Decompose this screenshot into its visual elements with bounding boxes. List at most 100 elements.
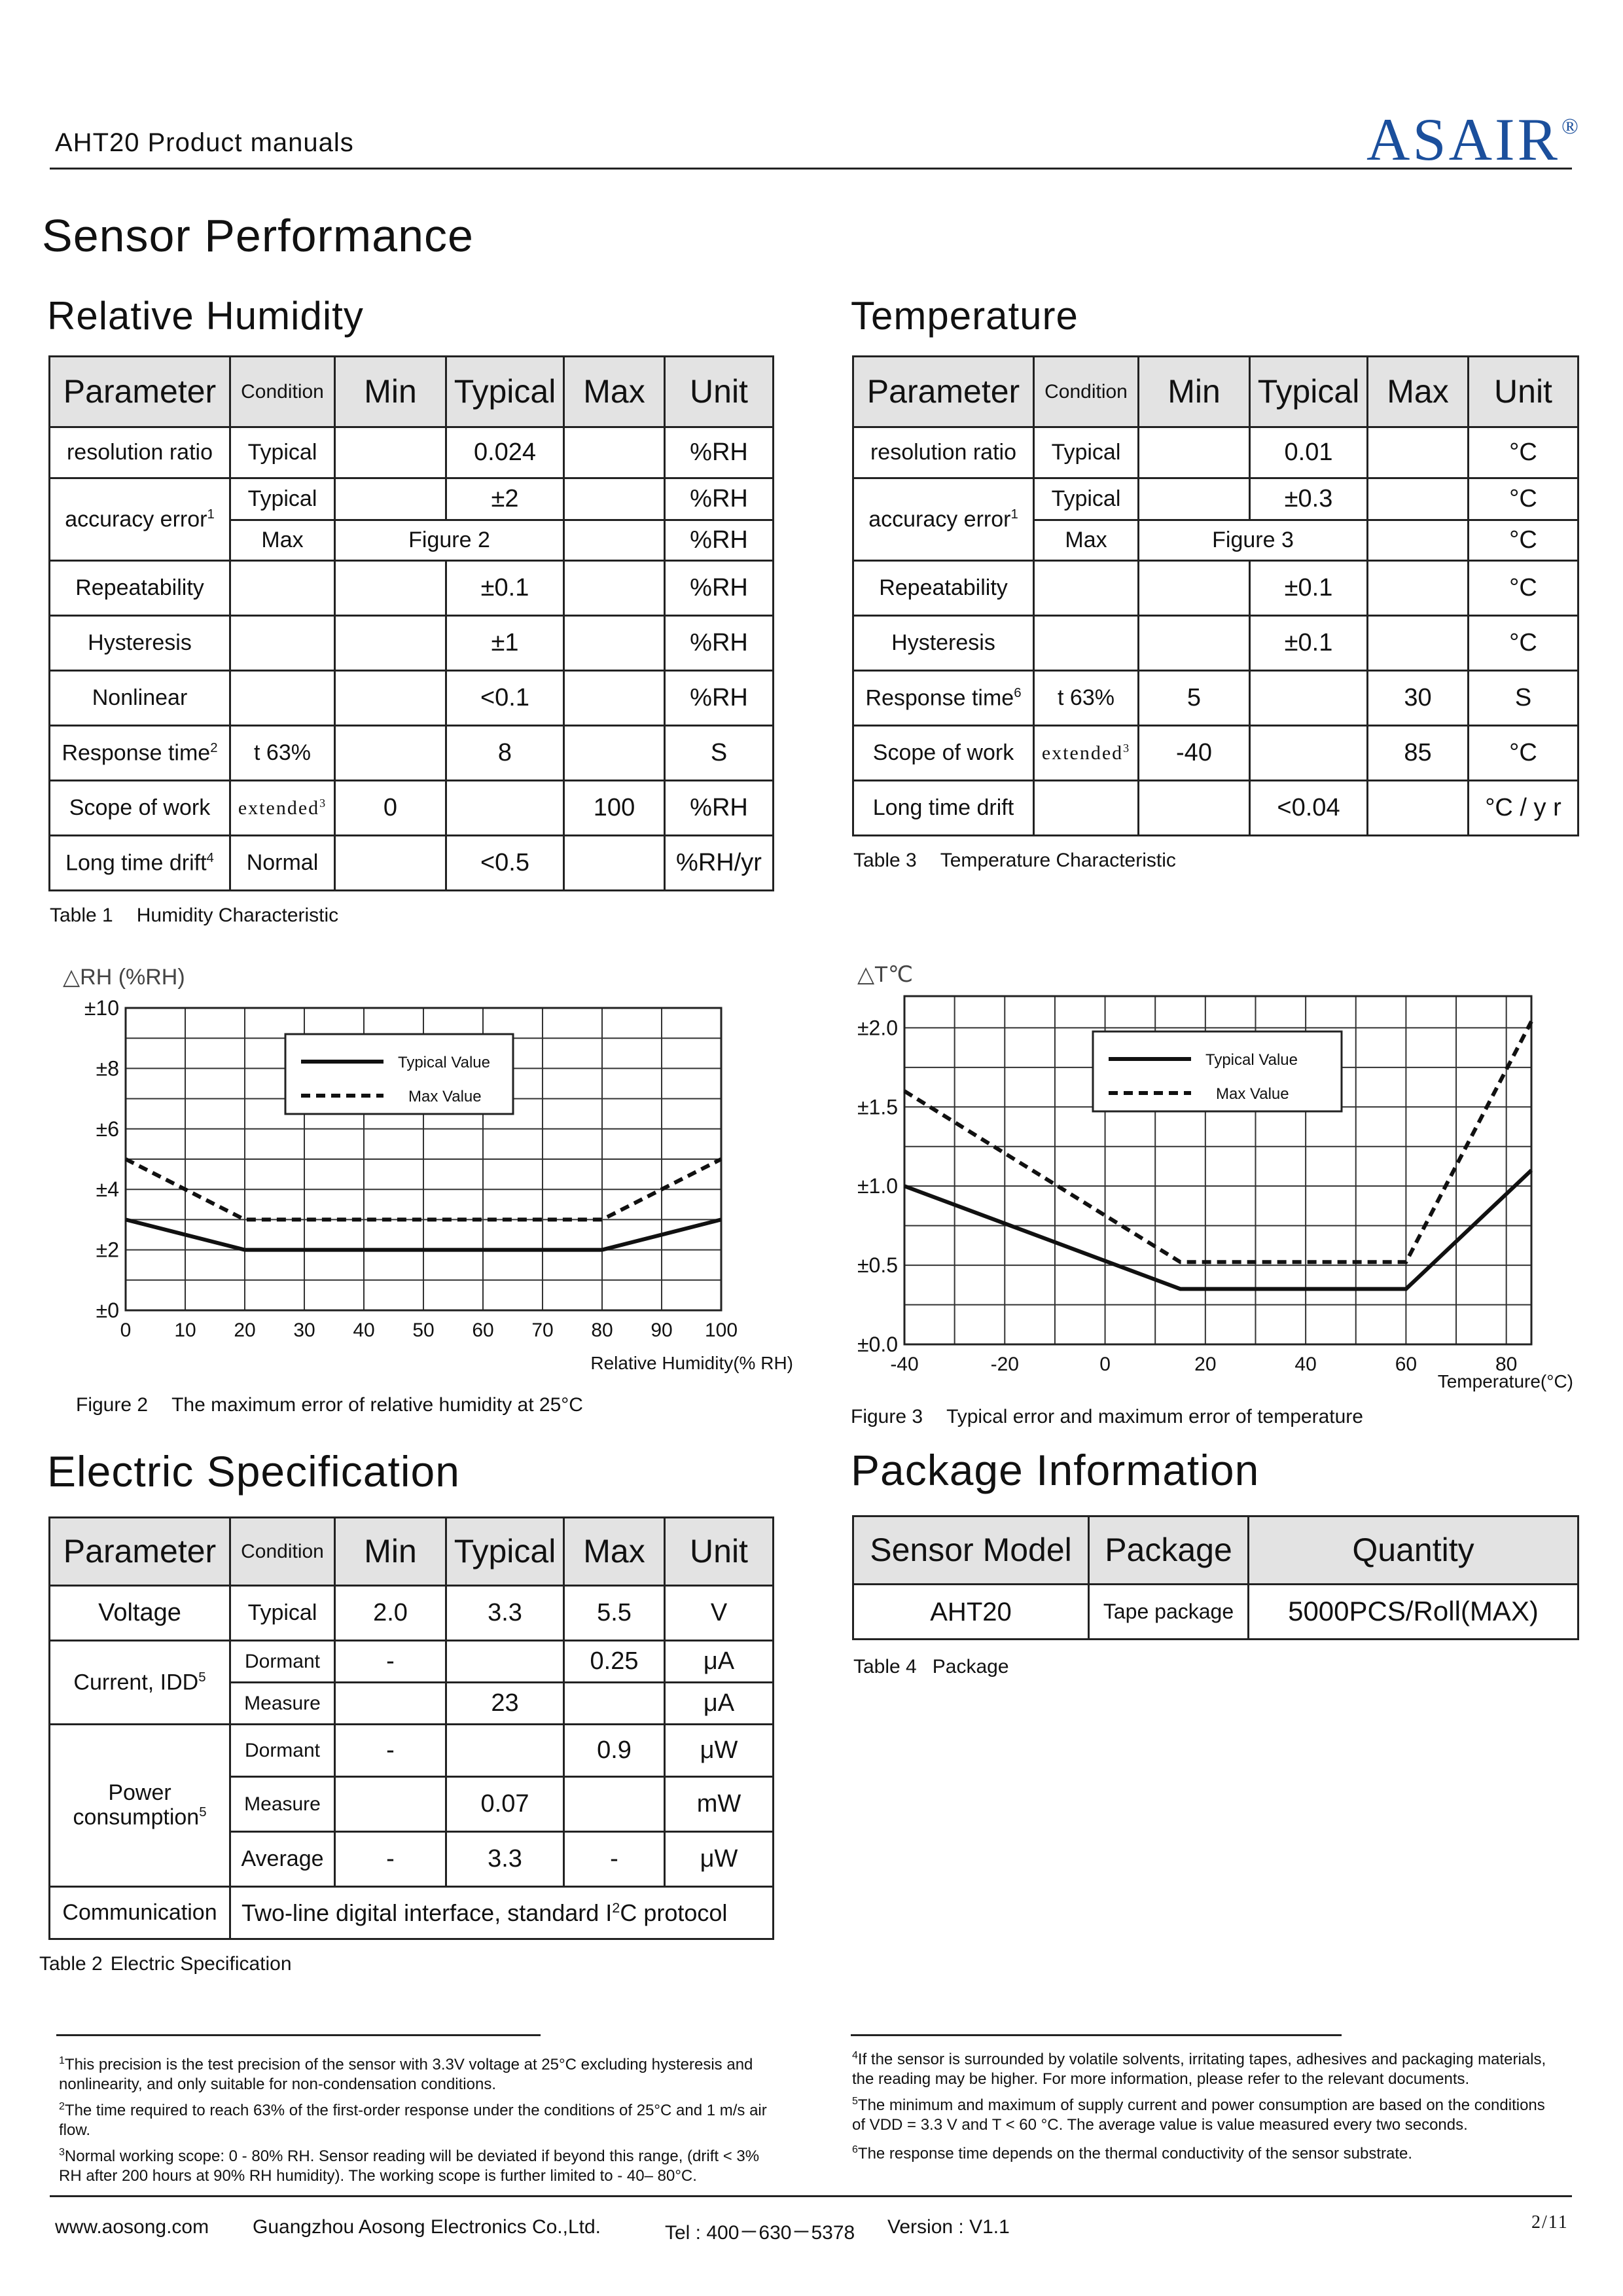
table-row: accuracy error1 Typical ±2 %RH (48, 477, 774, 562)
table-row: Hysteresis ±0.1 °C (852, 615, 1579, 672)
col-sensor-model: Sensor Model (852, 1515, 1090, 1585)
package-table: Sensor Model Package Quantity AHT20 Tape… (852, 1515, 1579, 1640)
y-tick-label: ±1.0 (857, 1174, 898, 1198)
y-tick-label: ±0.0 (857, 1333, 898, 1356)
table-row: Measure 23 μA (50, 1681, 774, 1725)
temperature-heading: Temperature (851, 294, 1079, 338)
chart-title: △RH (%RH) (63, 965, 185, 990)
footer-company: Guangzhou Aosong Electronics Co.,Ltd. (253, 2216, 601, 2238)
table-row: Long time drift <0.04 °C / y r (852, 780, 1579, 836)
temperature-table: Parameter Condition Min Typical Max Unit… (852, 355, 1579, 836)
figure-2-caption: Figure 2 The maximum error of relative hu… (76, 1394, 583, 1416)
table-row: AHT20 Tape package 5000PCS/Roll(MAX) (852, 1583, 1579, 1640)
col-condition: Condition (229, 355, 336, 428)
series-line-typical-value (125, 1217, 722, 1252)
series-line-max-value (903, 1020, 1533, 1265)
series-line-typical-value (903, 1168, 1533, 1291)
y-tick-label: ±6 (96, 1117, 119, 1141)
footer-version: Version : V1.1 (887, 2216, 1010, 2238)
y-tick-label: ±2.0 (857, 1016, 898, 1039)
table-3-caption: Table 3 Temperature Characteristic (853, 850, 1176, 871)
electric-heading: Electric Specification (47, 1447, 460, 1496)
electric-table: Parameter Condition Min Typical Max Unit… (48, 1516, 774, 1940)
footer-website: www.aosong.com (55, 2216, 209, 2238)
col-parameter: Parameter (48, 355, 231, 428)
x-tick-label: -40 (890, 1354, 918, 1375)
x-tick-label: 0 (1099, 1354, 1111, 1375)
col-quantity: Quantity (1247, 1515, 1579, 1585)
col-condition: Condition (229, 1516, 336, 1587)
x-tick-label: 80 (591, 1319, 613, 1341)
col-max: Max (1366, 355, 1469, 428)
x-tick-label: 30 (293, 1319, 315, 1341)
table-row: Max Figure 2 %RH (50, 519, 774, 562)
y-tick-label: ±4 (96, 1177, 119, 1201)
x-tick-label: 40 (1294, 1354, 1316, 1375)
table-row: Max Figure 3 °C (853, 519, 1579, 562)
footnote-rule (56, 2034, 541, 2036)
footnotes-right: 4If the sensor is surrounded by volatile… (852, 2050, 1546, 2162)
x-axis-label: Temperature(°C) (1438, 1371, 1573, 1391)
table-row: Communication Two-line digital interface… (48, 1886, 774, 1940)
x-tick-label: 60 (472, 1319, 493, 1341)
x-tick-label: 40 (353, 1319, 374, 1341)
table-row: Measure 0.07 mW (50, 1776, 774, 1833)
humidity-error-chart: △RH (%RH) 0 10 20 30 40 50 60 70 80 90 100 ±0 ±2 ±4 ±6 ±… (63, 965, 793, 1373)
footer-tel: Tel : 400－630－5378 (665, 2222, 855, 2244)
table-row: Nonlinear <0.1 %RH (48, 670, 774, 726)
table-row: resolution ratio Typical 0.024 %RH (48, 426, 774, 479)
legend-label: Typical Value (398, 1054, 490, 1071)
col-unit: Unit (664, 1516, 774, 1587)
footer-rule (50, 2195, 1572, 2197)
col-typical: Typical (445, 355, 565, 428)
col-unit: Unit (1467, 355, 1579, 428)
x-tick-label: 100 (705, 1319, 738, 1341)
y-tick-label: ±8 (96, 1056, 119, 1080)
x-tick-label: 20 (234, 1319, 255, 1341)
table-row: Long time drift4 Normal <0.5 %RH/yr (48, 834, 774, 891)
x-axis-label: Relative Humidity(% RH) (590, 1353, 793, 1373)
table-row: Response time2 t 63% 8 S (48, 725, 774, 781)
asair-logo: ASAIR® (1366, 106, 1581, 173)
col-min: Min (334, 1516, 447, 1587)
col-parameter: Parameter (852, 355, 1035, 428)
y-tick-label: ±1.5 (857, 1095, 898, 1119)
document-title: AHT20 Product manuals (55, 128, 354, 157)
legend-label: Typical Value (1205, 1051, 1298, 1069)
table-row: Repeatability ±0.1 %RH (48, 560, 774, 617)
col-condition: Condition (1033, 355, 1139, 428)
figure-reference: Figure 3 (1137, 519, 1368, 562)
y-tick-label: ±2 (96, 1238, 119, 1262)
footnotes-left: 1This precision is the test precision of… (59, 2055, 767, 2185)
col-package: Package (1088, 1515, 1249, 1585)
table-row: Hysteresis ±1 %RH (48, 615, 774, 672)
chart-title: △T℃ (857, 962, 913, 987)
col-max: Max (563, 355, 666, 428)
table-row: accuracy error1 Typical ±0.3 °C (852, 477, 1579, 562)
humidity-table: Parameter Condition Min Typical Max Unit… (48, 355, 774, 891)
table-4-caption: Table 4 Package (853, 1656, 1009, 1677)
legend-label: Max Value (408, 1088, 482, 1105)
table-row: Scope of work extended3 0 100 %RH (48, 780, 774, 836)
legend-label: Max Value (1216, 1085, 1289, 1103)
y-tick-label: ±10 (84, 996, 119, 1020)
legend-box (284, 1033, 514, 1115)
header-rule (50, 168, 1572, 170)
table-2-caption: Table 2 Electric Specification (39, 1953, 292, 1975)
x-tick-label: 20 (1194, 1354, 1216, 1375)
col-parameter: Parameter (48, 1516, 231, 1587)
table-row: Power consumption5 Dormant - 0.9 μW (48, 1723, 774, 1888)
table-row: Response time6 t 63% 5 30 S (852, 670, 1579, 726)
x-tick-label: 60 (1395, 1354, 1417, 1375)
footnote-rule (851, 2034, 1342, 2036)
x-tick-label: 50 (412, 1319, 434, 1341)
x-tick-label: 80 (1495, 1354, 1517, 1375)
table-row: Average - 3.3 - μW (50, 1831, 774, 1888)
x-tick-label: 90 (651, 1319, 672, 1341)
table-1-caption: Table 1 Humidity Characteristic (50, 905, 339, 926)
col-typical: Typical (445, 1516, 565, 1587)
col-typical: Typical (1249, 355, 1368, 428)
table-row: Voltage Typical 2.0 3.3 5.5 V (48, 1585, 774, 1641)
x-tick-label: -20 (991, 1354, 1019, 1375)
table-row: Current, IDD5 Dormant - 0.25 μA (48, 1640, 774, 1725)
